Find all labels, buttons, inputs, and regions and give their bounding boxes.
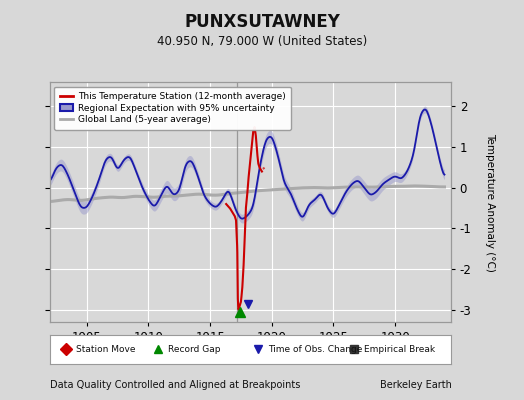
Text: Berkeley Earth: Berkeley Earth: [380, 380, 452, 390]
Text: Empirical Break: Empirical Break: [365, 345, 435, 354]
Text: Data Quality Controlled and Aligned at Breakpoints: Data Quality Controlled and Aligned at B…: [50, 380, 300, 390]
Y-axis label: Temperature Anomaly (°C): Temperature Anomaly (°C): [485, 132, 495, 272]
Legend: This Temperature Station (12-month average), Regional Expectation with 95% uncer: This Temperature Station (12-month avera…: [54, 86, 291, 130]
Text: Station Move: Station Move: [76, 345, 135, 354]
Text: Time of Obs. Change: Time of Obs. Change: [268, 345, 363, 354]
Text: 40.950 N, 79.000 W (United States): 40.950 N, 79.000 W (United States): [157, 36, 367, 48]
Text: Record Gap: Record Gap: [168, 345, 221, 354]
Text: PUNXSUTAWNEY: PUNXSUTAWNEY: [184, 13, 340, 31]
